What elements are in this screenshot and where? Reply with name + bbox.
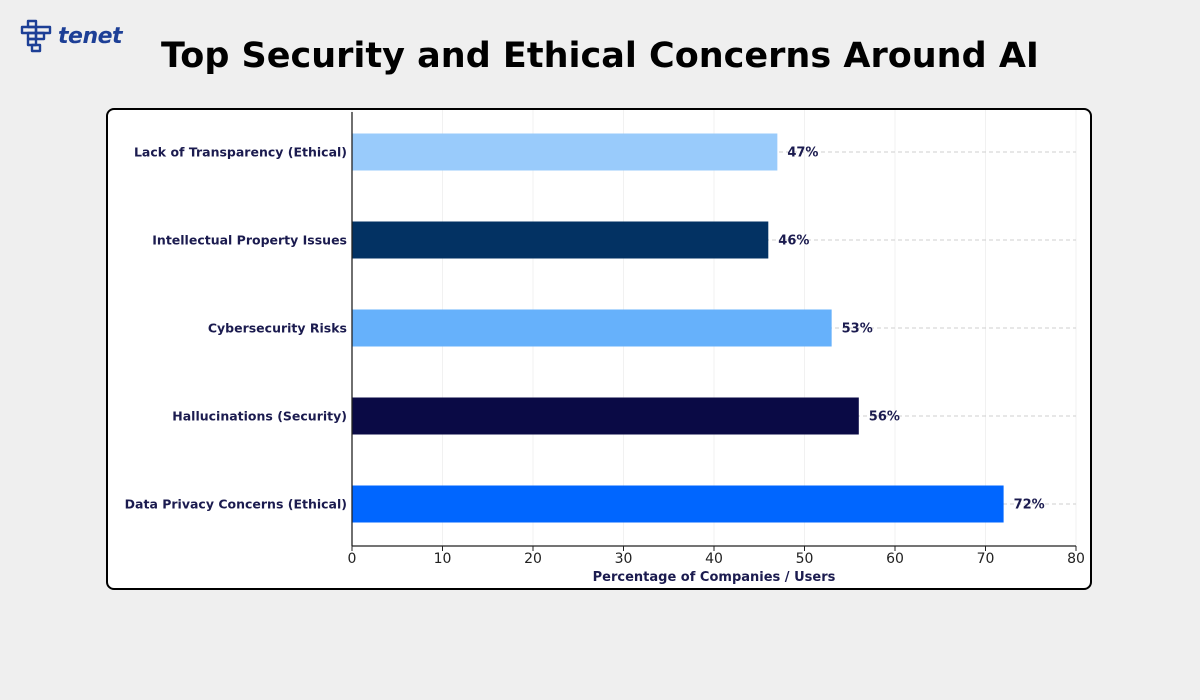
x-tick-label: 0 [348, 551, 357, 567]
chart-card: Lack of Transparency (Ethical) 47% Intelle… [106, 108, 1092, 590]
category-label: Lack of Transparency (Ethical) [134, 145, 347, 160]
bar-3 [352, 397, 859, 435]
category-label: Data Privacy Concerns (Ethical) [125, 497, 347, 512]
bar-1 [352, 221, 769, 259]
bar-2 [352, 309, 832, 347]
x-tick-label: 80 [1067, 551, 1085, 567]
tenet-logo-icon [20, 19, 52, 53]
value-label: 72% [1014, 498, 1045, 513]
brand-name: tenet [58, 23, 123, 49]
brand-logo: tenet [20, 17, 123, 55]
value-label: 46% [778, 234, 809, 249]
value-label: 53% [842, 322, 873, 337]
bar-4 [352, 485, 1004, 523]
x-tick-label: 40 [705, 551, 723, 567]
page-title: Top Security and Ethical Concerns Around… [161, 36, 1039, 76]
x-tick-label: 60 [886, 551, 904, 567]
value-label: 56% [869, 410, 900, 425]
x-tick-label: 20 [524, 551, 542, 567]
category-label: Intellectual Property Issues [152, 233, 347, 248]
value-label: 47% [787, 146, 818, 161]
x-tick-label: 70 [977, 551, 995, 567]
bar-0 [352, 133, 778, 171]
bar-chart: Lack of Transparency (Ethical) 47% Intelle… [125, 110, 1085, 585]
x-tick-label: 10 [434, 551, 452, 567]
x-axis-title: Percentage of Companies / Users [593, 570, 836, 585]
category-label: Hallucinations (Security) [172, 409, 347, 424]
x-tick-label: 50 [796, 551, 814, 567]
category-label: Cybersecurity Risks [208, 321, 347, 336]
x-tick-label: 30 [615, 551, 633, 567]
